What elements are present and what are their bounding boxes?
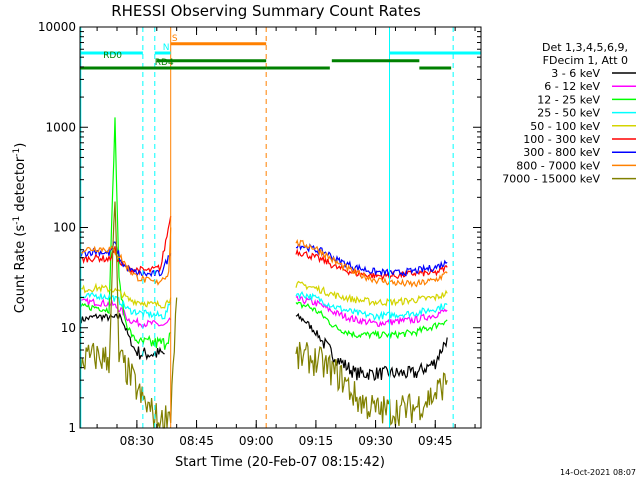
- legend-label: 6 - 12 keV: [544, 80, 600, 93]
- y-tick-label: 10000: [38, 20, 76, 34]
- series-line-segment: [80, 282, 172, 309]
- legend-header: Det 1,3,4,5,6,9,: [542, 41, 628, 54]
- plot-area: SN RD0 RD4 1 10 100 1000 10000 08:30 08:45 09:00 09…: [38, 20, 482, 448]
- state-label-n: N: [163, 43, 170, 53]
- y-tick-label: 1: [68, 421, 76, 435]
- y-tick-label: 100: [53, 221, 76, 235]
- series-line-segment: [295, 295, 448, 328]
- series-line-segment: [80, 117, 172, 350]
- y-axis-label: Count Rate (s-1 detector-1): [12, 143, 28, 314]
- state-label-s: S: [172, 34, 178, 44]
- footer-timestamp: 14-Oct-2021 08:07: [560, 468, 636, 477]
- chart-title: RHESSI Observing Summary Count Rates: [111, 2, 421, 20]
- x-tick-label: 08:45: [179, 434, 214, 448]
- x-axis-label: Start Time (20-Feb-07 08:15:42): [175, 455, 385, 470]
- series-50-100kev: [80, 280, 448, 309]
- y-tick-label: 10: [61, 321, 76, 335]
- series-line-segment: [295, 243, 448, 277]
- x-tick-label: 09:45: [418, 434, 453, 448]
- legend-label: 7000 - 15000 keV: [502, 173, 600, 186]
- series-line-segment: [80, 227, 172, 286]
- x-tick-label: 09:30: [358, 434, 393, 448]
- series-line-segment: [295, 312, 448, 382]
- series-800-7000kev: [80, 227, 448, 288]
- series-line-segment: [295, 238, 448, 288]
- x-tick-label: 08:30: [120, 434, 155, 448]
- x-tick-label: 09:00: [239, 434, 274, 448]
- legend-label: 300 - 800 keV: [523, 146, 600, 159]
- series-6-12kev: [81, 295, 448, 328]
- legend-label: 3 - 6 keV: [551, 67, 600, 80]
- series-line-segment: [81, 297, 172, 328]
- state-label-rd4: RD4: [155, 58, 174, 68]
- legend-label: 50 - 100 keV: [530, 120, 600, 133]
- series-line-segment: [80, 291, 172, 320]
- series-line-segment: [295, 290, 448, 322]
- y-tick-label: 1000: [45, 120, 76, 134]
- series-7000-15000kev: [80, 201, 448, 429]
- legend-header: FDecim 1, Att 0: [543, 54, 628, 67]
- series-12-25kev: [80, 117, 448, 350]
- series-3-6kev: [80, 312, 448, 382]
- series-line-segment: [80, 201, 178, 429]
- legend-label: 12 - 25 keV: [537, 93, 600, 106]
- series-line-segment: [295, 341, 448, 427]
- legend-label: 25 - 50 keV: [537, 107, 600, 120]
- x-tick-label: 09:15: [299, 434, 334, 448]
- legend-label: 100 - 300 keV: [523, 133, 600, 146]
- series-line-segment: [295, 280, 448, 307]
- state-label-rd0: RD0: [103, 51, 122, 61]
- legend: Det 1,3,4,5,6,9,FDecim 1, Att 03 - 6 keV…: [502, 41, 636, 186]
- series-25-50kev: [80, 290, 448, 322]
- series-line-segment: [295, 301, 448, 340]
- legend-label: 800 - 7000 keV: [516, 159, 600, 172]
- series-line-segment: [80, 312, 165, 361]
